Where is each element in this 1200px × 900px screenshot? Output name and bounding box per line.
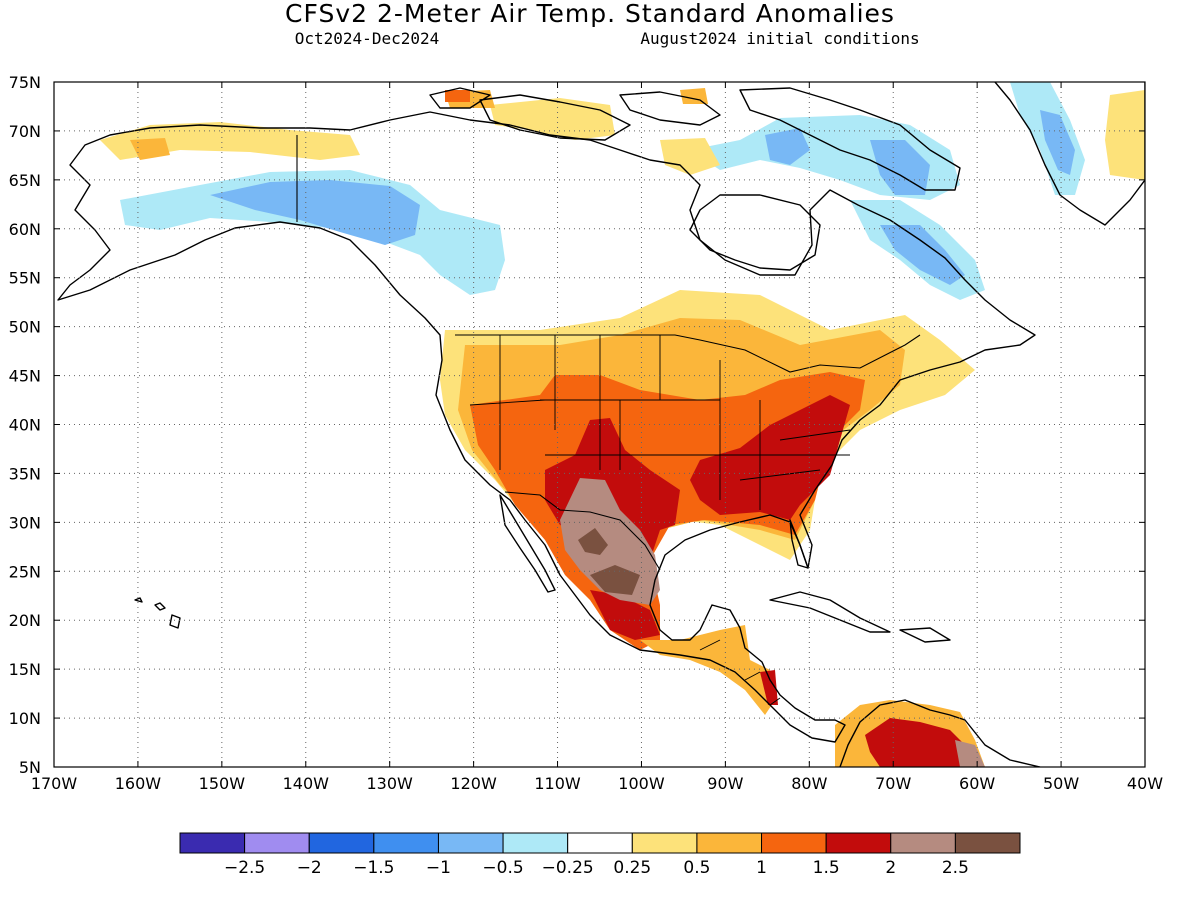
lon-tick-label: 80W bbox=[791, 774, 827, 793]
colorbar-swatch bbox=[179, 832, 246, 854]
colorbar-swatch bbox=[890, 832, 956, 854]
lon-tick-label: 160W bbox=[115, 774, 162, 793]
lon-tick-label: 140W bbox=[283, 774, 330, 793]
anomaly-region-darkbrown-mexico bbox=[578, 528, 640, 595]
colorbar-label: 2 bbox=[885, 858, 896, 878]
anomaly-region-red-southeast bbox=[690, 395, 850, 520]
colorbar-swatch bbox=[954, 832, 1021, 854]
colorbar-swatch bbox=[761, 832, 827, 854]
initial-conditions-label: August2024 initial conditions bbox=[640, 29, 919, 48]
colorbar-label: 2.5 bbox=[942, 858, 969, 878]
lat-tick-label: 5N bbox=[19, 758, 41, 777]
colorbar-swatch bbox=[502, 832, 569, 854]
colorbar-swatch bbox=[308, 832, 375, 854]
anomaly-region-greenland-blue bbox=[1040, 110, 1075, 175]
lat-tick-label: 65N bbox=[9, 171, 41, 190]
colorbar-label: 1.5 bbox=[813, 858, 840, 878]
coastline-cuba bbox=[769, 591, 891, 633]
political-borders bbox=[296, 135, 921, 706]
coastline-hispaniola bbox=[899, 627, 951, 643]
anomaly-region-labrador-blue bbox=[880, 225, 965, 285]
gridlines bbox=[54, 82, 1145, 767]
lat-tick-label: 25N bbox=[9, 562, 41, 581]
colorbar: −2.5 −2 −1.5 −1 −0.5 −0.25 0.25 0.5 1 1.5 2 2.5 bbox=[179, 832, 1021, 878]
lat-tick-label: 45N bbox=[9, 367, 41, 386]
period-label: Oct2024-Dec2024 bbox=[295, 29, 440, 48]
lon-tick-label: 40W bbox=[1127, 774, 1163, 793]
colorbar-swatch bbox=[696, 832, 763, 854]
border-us-canada bbox=[455, 334, 921, 373]
anomaly-region-arctic-dark-orange bbox=[445, 90, 470, 102]
coastline-arctic-islands bbox=[429, 87, 961, 191]
colorbar-swatch bbox=[437, 832, 504, 854]
colorbar-swatch bbox=[567, 832, 633, 854]
anomaly-region-south-america-brown bbox=[955, 740, 985, 767]
colorbar-label: −2 bbox=[297, 858, 322, 878]
colorbar-swatch bbox=[631, 832, 698, 854]
colorbar-label: −0.25 bbox=[542, 858, 594, 878]
coastlines bbox=[57, 82, 1145, 767]
anomaly-region-central-america-red bbox=[760, 670, 778, 705]
lon-tick-label: 100W bbox=[618, 774, 665, 793]
lon-tick-label: 90W bbox=[707, 774, 743, 793]
longitude-axis: 170W 160W 150W 140W 130W 120W 110W 100W 90W 80W 70… bbox=[31, 82, 1163, 793]
colorbar-label: 1 bbox=[756, 858, 767, 878]
lat-tick-label: 20N bbox=[9, 611, 41, 630]
lon-tick-label: 130W bbox=[367, 774, 414, 793]
lat-tick-label: 70N bbox=[9, 122, 41, 141]
coastline-hawaii bbox=[134, 597, 181, 629]
border-central-america bbox=[699, 639, 781, 706]
colorbar-swatch bbox=[244, 832, 310, 854]
map-plot-area bbox=[54, 82, 1145, 767]
coastline-baja bbox=[499, 494, 556, 593]
anomaly-region-alaska-blue bbox=[210, 180, 420, 245]
colorbar-swatch bbox=[373, 832, 439, 854]
lat-tick-label: 50N bbox=[9, 318, 41, 337]
lat-tick-label: 75N bbox=[9, 73, 41, 92]
lon-tick-label: 170W bbox=[31, 774, 78, 793]
anomaly-region-red-mexico bbox=[590, 590, 660, 640]
coastline-hudson-bay bbox=[689, 194, 821, 271]
coastline-greenland bbox=[994, 82, 1145, 226]
lon-tick-label: 50W bbox=[1043, 774, 1079, 793]
lon-tick-label: 70W bbox=[875, 774, 911, 793]
anomaly-fields bbox=[100, 82, 1145, 767]
figure-title: CFSv2 2-Meter Air Temp. Standard Anomali… bbox=[285, 0, 895, 28]
anomaly-region-arctic-yellow-2 bbox=[490, 90, 1145, 180]
colorbar-swatch bbox=[825, 832, 892, 854]
lon-tick-label: 60W bbox=[959, 774, 995, 793]
lat-tick-label: 35N bbox=[9, 464, 41, 483]
colorbar-label: −1 bbox=[426, 858, 451, 878]
lon-tick-label: 120W bbox=[450, 774, 497, 793]
anomaly-region-baffin-blue bbox=[765, 128, 930, 195]
latitude-axis: 75N 70N 65N 60N 55N 50N 45N 40N 35N 30N 25N 20N 15N 1… bbox=[9, 73, 1145, 777]
lat-tick-label: 10N bbox=[9, 709, 41, 728]
colorbar-label: −0.5 bbox=[482, 858, 523, 878]
lat-tick-label: 30N bbox=[9, 513, 41, 532]
colorbar-label: −2.5 bbox=[224, 858, 265, 878]
border-us-mexico bbox=[504, 491, 661, 571]
anomaly-region-central-america bbox=[640, 625, 775, 715]
coastline-florida bbox=[789, 519, 809, 569]
border-us-states bbox=[469, 335, 851, 510]
lat-tick-label: 60N bbox=[9, 220, 41, 239]
coastline-south-america bbox=[839, 699, 1041, 767]
lat-tick-label: 55N bbox=[9, 269, 41, 288]
colorbar-label: 0.5 bbox=[683, 858, 710, 878]
coastline-north-america bbox=[57, 111, 1036, 743]
colorbar-label: −1.5 bbox=[353, 858, 394, 878]
anomaly-region-south-america-red bbox=[865, 718, 965, 767]
lon-tick-label: 150W bbox=[199, 774, 246, 793]
lat-tick-label: 15N bbox=[9, 660, 41, 679]
colorbar-label: 0.25 bbox=[613, 858, 651, 878]
lat-tick-label: 40N bbox=[9, 416, 41, 435]
lon-tick-label: 110W bbox=[534, 774, 581, 793]
